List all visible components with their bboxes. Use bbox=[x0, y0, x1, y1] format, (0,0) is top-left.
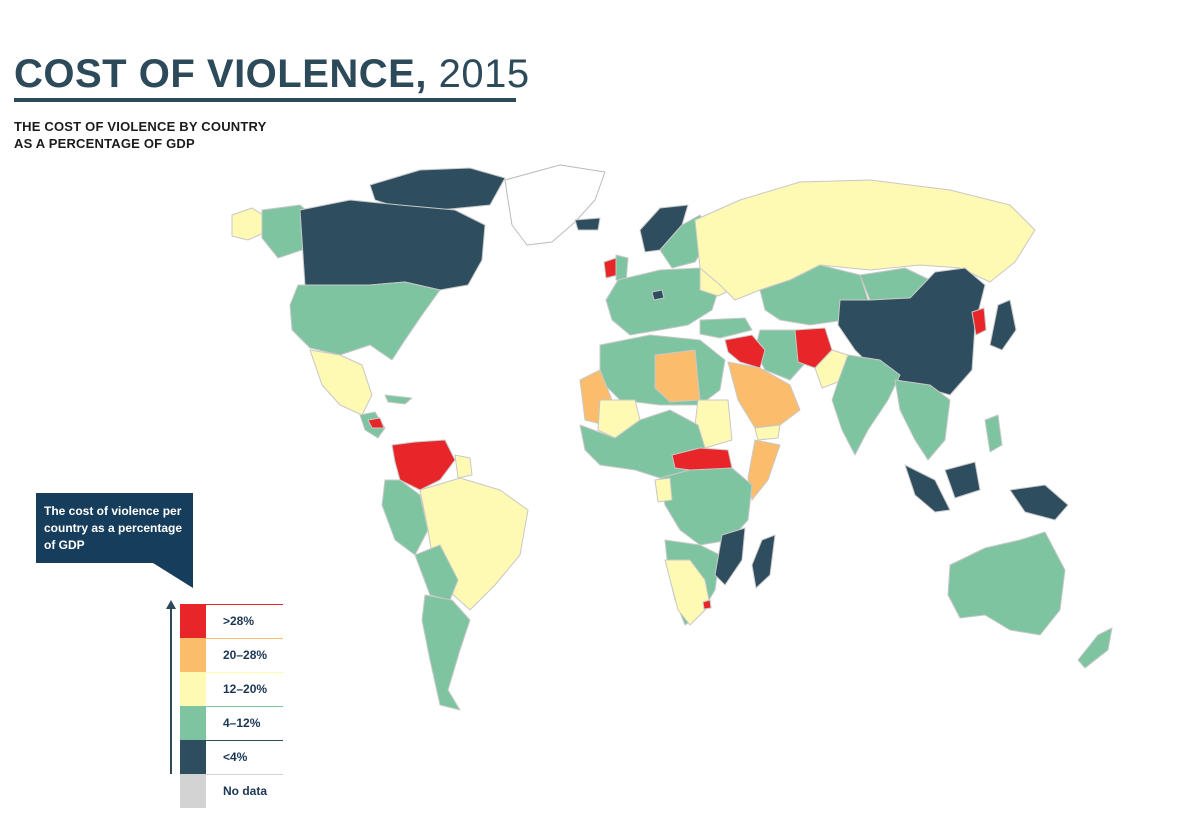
region-sudan bbox=[694, 399, 733, 449]
title-underline bbox=[14, 98, 516, 102]
legend-label: 20–28% bbox=[223, 648, 268, 662]
legend-separator bbox=[206, 774, 283, 775]
region-russia bbox=[694, 179, 1036, 301]
legend-swatch bbox=[180, 774, 206, 808]
legend-swatch bbox=[180, 740, 206, 774]
region-north-korea bbox=[971, 307, 987, 336]
legend-item: No data bbox=[180, 774, 283, 808]
region-indonesia bbox=[904, 464, 951, 513]
region-somalia bbox=[747, 439, 781, 501]
region-iceland bbox=[574, 217, 601, 231]
legend-title-tail bbox=[153, 563, 193, 588]
legend-item: <4% bbox=[180, 740, 283, 774]
region-australia bbox=[947, 531, 1066, 636]
region-japan bbox=[989, 299, 1017, 351]
subtitle-line-2: AS A PERCENTAGE OF GDP bbox=[14, 136, 195, 151]
legend-item: >28% bbox=[180, 604, 283, 638]
legend-separator bbox=[206, 604, 283, 605]
map-subtitle: THE COST OF VIOLENCE BY COUNTRY AS A PER… bbox=[14, 118, 267, 152]
region-peru bbox=[381, 479, 429, 556]
legend-separator bbox=[206, 638, 283, 639]
region-colombia-venezuela bbox=[391, 439, 456, 491]
legend-item: 12–20% bbox=[180, 672, 283, 706]
region-mexico bbox=[309, 349, 373, 416]
title-year: 2015 bbox=[438, 52, 530, 96]
legend-title-box: The cost of violence per country as a pe… bbox=[36, 493, 193, 563]
legend-separator bbox=[206, 672, 283, 673]
region-honduras bbox=[367, 417, 385, 429]
region-guyana bbox=[454, 454, 473, 479]
region-lesotho bbox=[702, 599, 712, 610]
legend-label: No data bbox=[223, 784, 268, 798]
legend-swatch bbox=[180, 638, 206, 672]
region-canada bbox=[299, 199, 486, 291]
region-mozambique bbox=[714, 527, 746, 586]
legend-arrow-head bbox=[166, 600, 176, 609]
region-greenland bbox=[504, 164, 606, 246]
legend-label: <4% bbox=[223, 750, 248, 764]
legend-label: >28% bbox=[223, 614, 255, 628]
region-philippines bbox=[984, 414, 1003, 453]
region-europe bbox=[605, 267, 721, 336]
legend-label: 12–20% bbox=[223, 682, 268, 696]
region-yemen bbox=[754, 424, 781, 441]
legend-separator bbox=[206, 706, 283, 707]
region-argentina bbox=[421, 594, 471, 711]
legend-swatch bbox=[180, 672, 206, 706]
region-borneo bbox=[944, 461, 981, 499]
subtitle-line-1: THE COST OF VIOLENCE BY COUNTRY bbox=[14, 119, 267, 134]
region-switzerland bbox=[651, 289, 665, 301]
region-png bbox=[1009, 484, 1069, 521]
region-se-asia bbox=[894, 379, 951, 461]
legend-label: 4–12% bbox=[223, 716, 261, 730]
region-canada-islands bbox=[369, 167, 506, 211]
title-main: COST OF VIOLENCE, bbox=[14, 52, 427, 96]
map-title: COST OF VIOLENCE, 2015 bbox=[14, 52, 530, 97]
legend-item: 20–28% bbox=[180, 638, 283, 672]
legend-swatch bbox=[180, 706, 206, 740]
region-turkey bbox=[699, 317, 753, 339]
legend-item: 4–12% bbox=[180, 706, 283, 740]
region-india bbox=[831, 354, 901, 456]
region-congo bbox=[654, 477, 673, 503]
region-bolivia bbox=[414, 544, 459, 601]
region-arabia bbox=[727, 361, 801, 429]
region-cuba bbox=[384, 394, 413, 405]
legend-swatch bbox=[180, 604, 206, 638]
region-libya bbox=[654, 349, 701, 403]
legend-arrow bbox=[170, 608, 172, 774]
region-madagascar bbox=[751, 534, 776, 589]
region-usa bbox=[289, 281, 441, 361]
legend-separator bbox=[206, 740, 283, 741]
region-new-zealand bbox=[1077, 627, 1113, 669]
